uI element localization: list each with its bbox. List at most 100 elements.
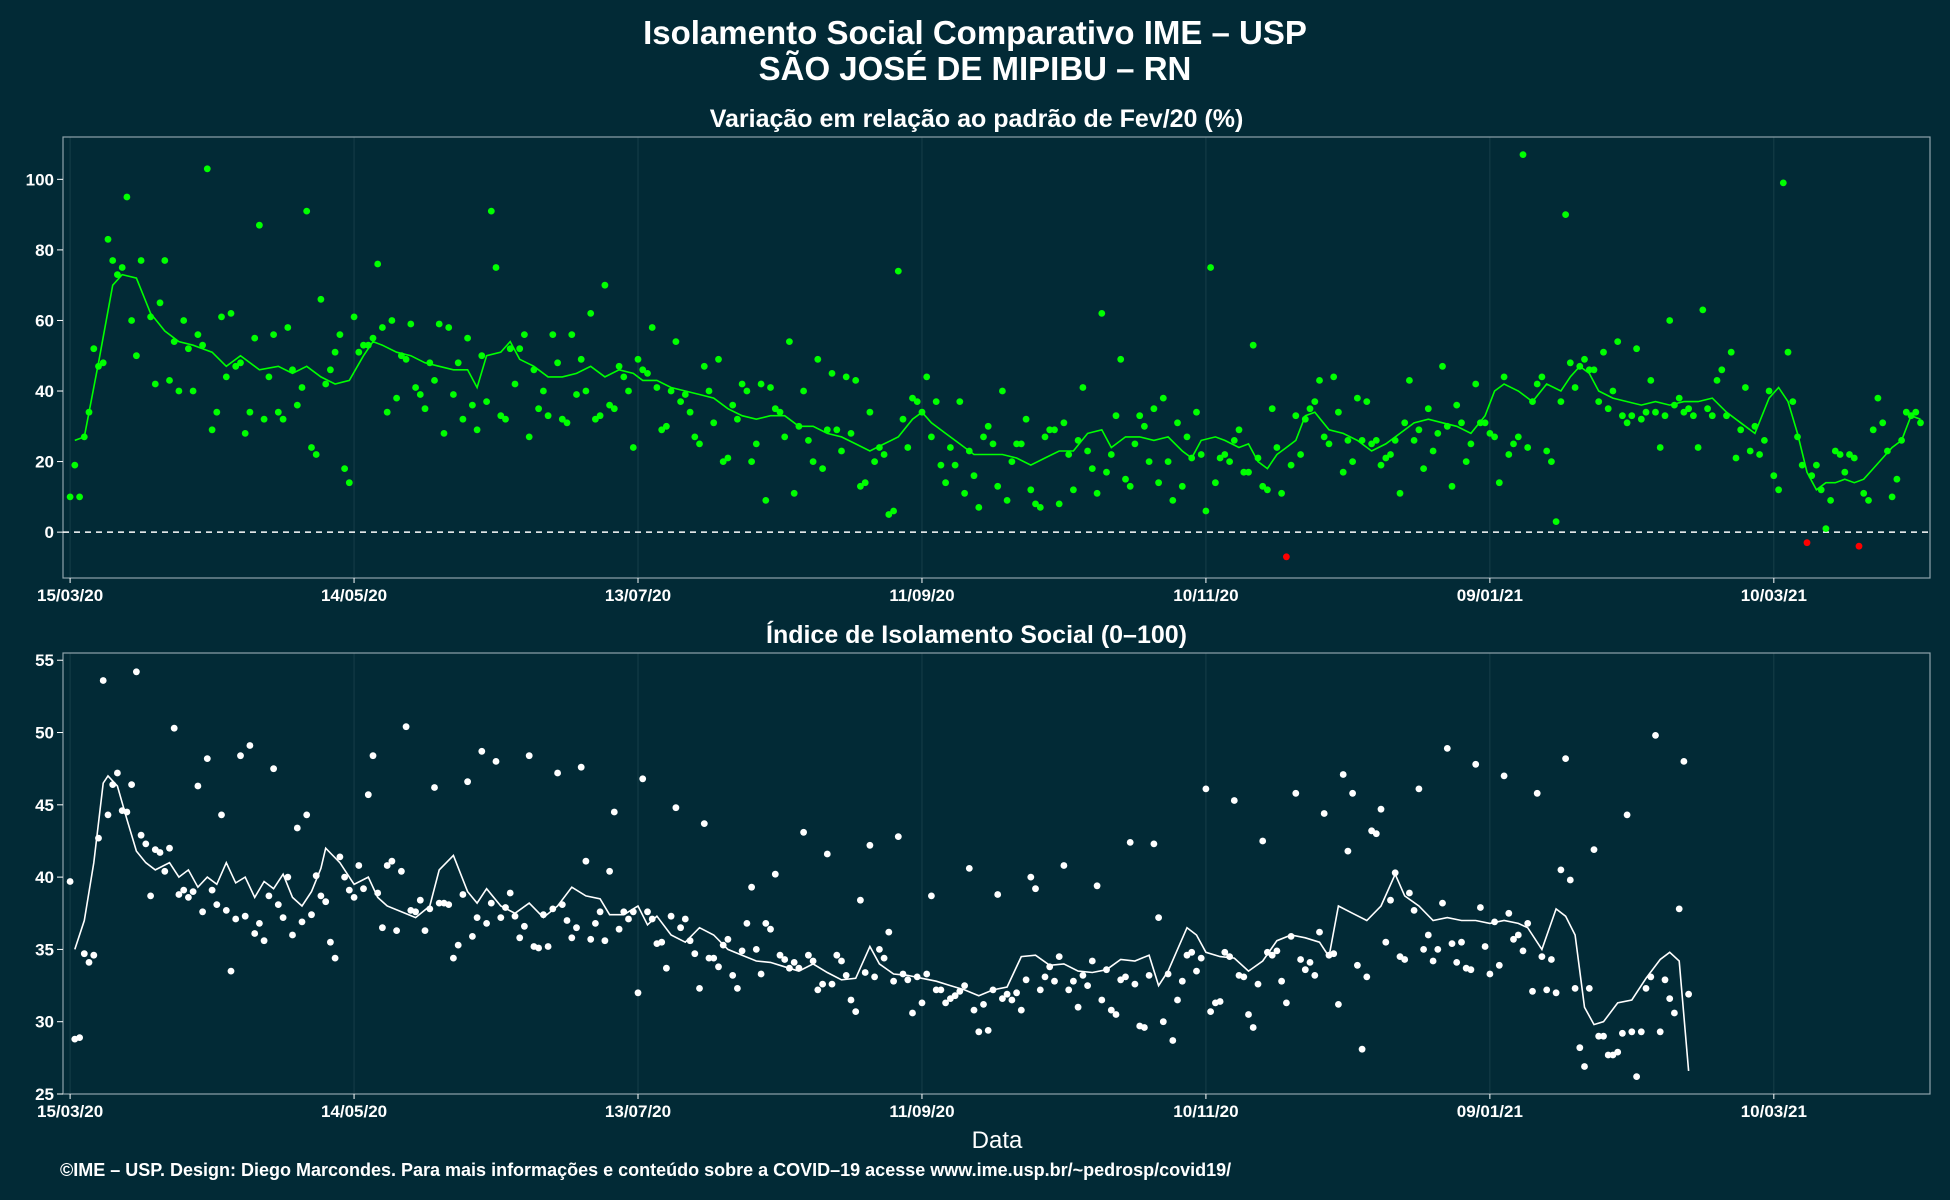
data-point — [511, 380, 519, 388]
data-point — [653, 384, 661, 391]
main-title-line2: SÃO JOSÉ DE MIPIBU – RN — [759, 50, 1192, 87]
data-point — [961, 982, 968, 989]
data-point — [137, 257, 145, 264]
data-point — [1112, 412, 1120, 420]
data-point — [710, 954, 718, 962]
data-point — [776, 951, 784, 959]
data-point — [625, 915, 632, 923]
data-point — [265, 892, 273, 900]
data-point — [1642, 408, 1650, 416]
data-point — [1017, 1006, 1025, 1014]
data-point — [289, 931, 296, 939]
data-point — [842, 972, 850, 979]
data-point — [1008, 996, 1016, 1004]
data-point — [1761, 437, 1768, 444]
data-point — [729, 972, 737, 979]
data-point — [374, 889, 382, 897]
data-point — [970, 472, 978, 480]
data-point — [1458, 419, 1465, 427]
data-point — [1046, 426, 1054, 434]
data-point — [303, 811, 311, 819]
data-point — [293, 824, 301, 832]
data-point — [1533, 380, 1541, 388]
data-point — [1453, 401, 1461, 409]
data-point — [199, 908, 207, 916]
data-point — [1155, 479, 1162, 487]
data-point — [980, 433, 987, 441]
data-point — [1751, 422, 1759, 430]
data-point — [76, 1034, 83, 1041]
data-point — [402, 355, 410, 363]
data-point — [1297, 956, 1304, 963]
data-point — [800, 828, 807, 836]
data-point — [416, 896, 424, 904]
data-point — [1439, 362, 1446, 370]
panel-border — [62, 652, 1931, 1095]
data-point — [317, 892, 325, 900]
data-point — [1003, 990, 1011, 998]
data-point — [540, 911, 547, 919]
data-point — [729, 401, 737, 409]
data-point — [1112, 1011, 1120, 1018]
data-point — [984, 422, 992, 430]
data-point — [1869, 426, 1877, 434]
data-point — [1623, 811, 1631, 819]
data-point — [776, 408, 784, 416]
data-point — [554, 359, 561, 367]
data-point — [1694, 444, 1702, 451]
data-point — [1514, 931, 1522, 939]
data-point — [1212, 479, 1219, 487]
data-point — [1831, 447, 1839, 455]
data-point — [984, 1027, 992, 1034]
data-point — [1122, 973, 1129, 981]
data-point — [1619, 1029, 1626, 1037]
data-point — [1032, 885, 1039, 893]
data-point — [1614, 1048, 1622, 1056]
data-point — [909, 394, 916, 402]
data-point — [577, 763, 585, 771]
data-point — [525, 752, 533, 760]
data-point — [1088, 465, 1096, 472]
data-point — [246, 408, 254, 416]
data-point — [715, 963, 722, 971]
data-point — [1510, 935, 1517, 943]
data-point — [1633, 1073, 1640, 1080]
y-tick-label: 45 — [35, 796, 54, 815]
data-point — [994, 482, 1002, 490]
data-point — [615, 362, 623, 370]
data-point — [1585, 366, 1593, 374]
data-point — [383, 862, 391, 869]
panel-border — [62, 136, 1931, 579]
data-point — [1122, 475, 1129, 483]
data-point — [876, 946, 883, 953]
data-point — [1529, 398, 1536, 405]
data-point — [563, 917, 571, 924]
data-point — [1415, 426, 1423, 434]
data-point — [1311, 972, 1319, 979]
x-tick-label: 15/03/20 — [37, 586, 103, 605]
data-point — [582, 857, 590, 865]
data-point — [620, 908, 628, 916]
data-point — [573, 391, 580, 398]
data-point — [1396, 489, 1404, 497]
data-point — [786, 338, 793, 345]
data-point — [904, 976, 912, 984]
data-point — [1813, 461, 1820, 469]
data-point — [450, 954, 457, 962]
data-point — [1032, 500, 1039, 508]
data-point — [388, 317, 396, 324]
data-point — [1159, 394, 1167, 402]
data-point — [137, 831, 145, 839]
data-point — [1036, 504, 1044, 511]
data-point — [293, 401, 301, 409]
data-point — [1193, 408, 1200, 416]
data-point — [1685, 990, 1692, 998]
data-point — [928, 892, 935, 900]
data-point — [1429, 957, 1437, 965]
data-point — [705, 387, 713, 395]
data-point — [1486, 970, 1494, 978]
data-point — [1666, 995, 1674, 1002]
data-point — [1571, 985, 1579, 992]
data-point — [880, 451, 888, 458]
data-point — [620, 373, 628, 381]
